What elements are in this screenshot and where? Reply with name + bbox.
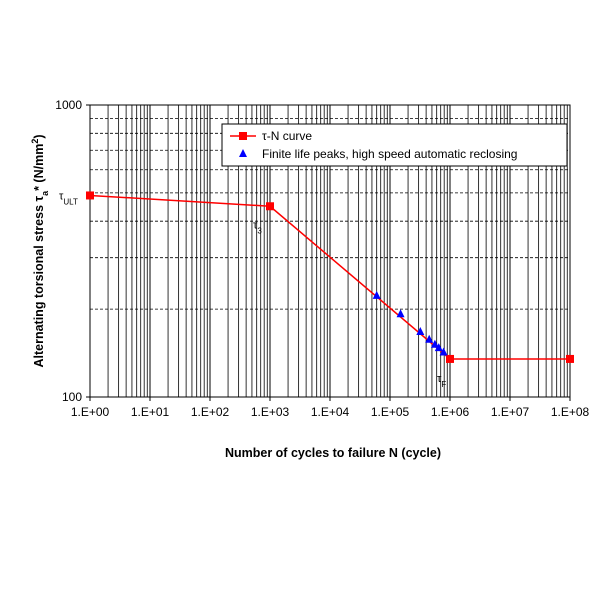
legend-label-finite-life: Finite life peaks, high speed automatic … bbox=[262, 147, 517, 161]
legend-label-tau-n: τ-N curve bbox=[262, 129, 312, 143]
annotations: τULT τ3 τF bbox=[59, 190, 446, 388]
tau-n-point bbox=[86, 191, 94, 200]
annotation-tau-f: τF bbox=[437, 373, 446, 389]
axis-ticks: 1.E+00 1.E+01 1.E+02 1.E+03 1.E+04 1.E+05 1.E+… bbox=[55, 98, 589, 419]
x-tick-label: 1.E+01 bbox=[131, 405, 170, 419]
series-layer bbox=[86, 191, 574, 363]
finite-life-point bbox=[396, 309, 405, 318]
x-tick-label: 1.E+08 bbox=[551, 405, 590, 419]
legend-marker-finite-life bbox=[239, 149, 247, 157]
finite-life-point bbox=[434, 343, 443, 352]
x-tick-label: 1.E+06 bbox=[431, 405, 470, 419]
x-tick-label: 1.E+02 bbox=[191, 405, 230, 419]
tau-n-point bbox=[266, 202, 274, 211]
finite-life-point bbox=[416, 326, 425, 335]
legend: τ-N curve Finite life peaks, high speed … bbox=[221, 123, 568, 167]
legend-marker-tau-n bbox=[239, 132, 247, 140]
finite-life-point bbox=[430, 339, 439, 348]
annotation-tau-ult: τULT bbox=[59, 190, 78, 206]
y-tick-label: 1000 bbox=[55, 98, 82, 112]
finite-life-point bbox=[425, 334, 434, 343]
y-axis-title: Alternating torsional stress τa* (N/mm2) bbox=[30, 134, 50, 367]
x-tick-label: 1.E+07 bbox=[491, 405, 530, 419]
x-tick-label: 1.E+04 bbox=[311, 405, 350, 419]
tau-n-point bbox=[566, 354, 574, 363]
x-tick-label: 1.E+05 bbox=[371, 405, 410, 419]
x-tick-label: 1.E+00 bbox=[71, 405, 110, 419]
x-axis-title: Number of cycles to failure N (cycle) bbox=[225, 446, 441, 460]
y-tick-label: 100 bbox=[62, 390, 82, 404]
finite-life-point bbox=[372, 290, 381, 299]
annotation-tau-3: τ3 bbox=[253, 219, 262, 235]
x-tick-label: 1.E+03 bbox=[251, 405, 290, 419]
tau-n-point bbox=[446, 354, 454, 363]
finite-life-point bbox=[439, 347, 448, 356]
legend-box bbox=[221, 123, 568, 167]
series-line-tau-n bbox=[89, 194, 570, 360]
